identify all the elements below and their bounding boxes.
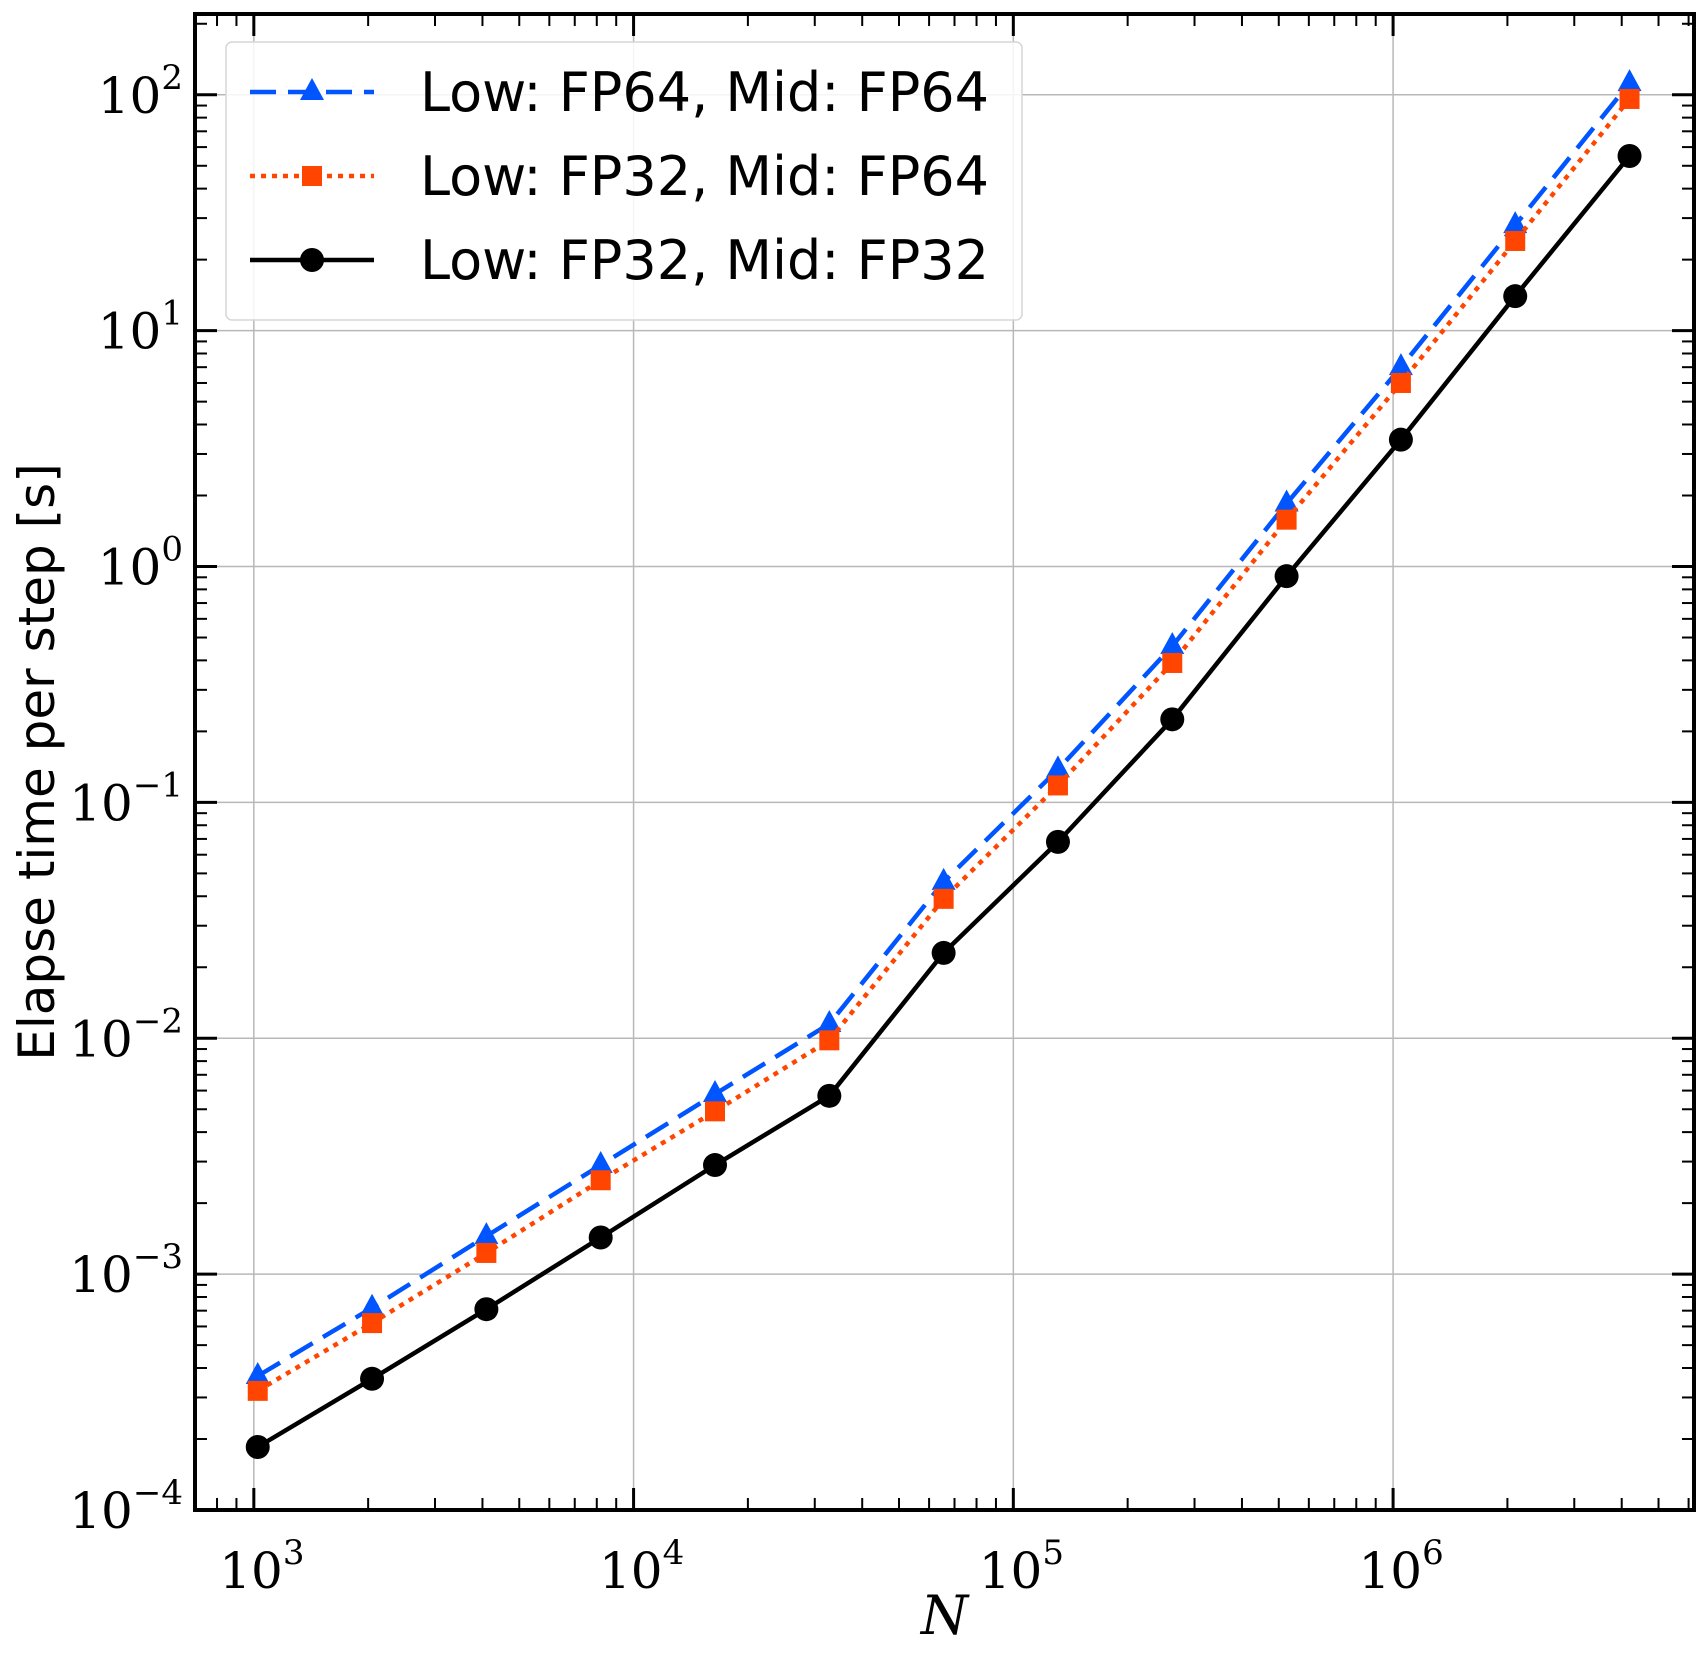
data-point	[1388, 353, 1413, 376]
data-point	[1503, 284, 1528, 309]
data-point	[1274, 564, 1299, 589]
data-point	[245, 1434, 270, 1459]
x-tick-label: 103	[219, 1533, 304, 1600]
data-point	[362, 1313, 383, 1334]
data-point	[703, 1153, 728, 1178]
y-axis-label: Elapse time per step [s]	[8, 463, 66, 1061]
x-tick-label: 106	[1358, 1533, 1443, 1600]
legend: Low: FP64, Mid: FP64 Low: FP32, Mid: FP64…	[225, 41, 1023, 321]
series-3	[245, 144, 1642, 1459]
tick-labels: 103 104 105 106 10−4 10−3 10−2 10−1 100 101 102	[69, 58, 1443, 1600]
data-point	[819, 1030, 840, 1051]
series-1	[245, 69, 1642, 1384]
series-2	[247, 88, 1640, 1401]
y-tick-label: 10−2	[69, 1001, 183, 1068]
y-tick-label: 10−1	[69, 765, 183, 832]
data-point	[933, 888, 954, 909]
x-tick-label: 105	[979, 1533, 1064, 1600]
data-point	[705, 1101, 726, 1122]
data-point	[1276, 509, 1297, 530]
data-point	[1160, 707, 1185, 732]
x-axis-label: N	[919, 1584, 970, 1647]
data-point	[588, 1225, 613, 1250]
data-point	[1160, 632, 1185, 655]
y-tick-label: 10−3	[69, 1237, 183, 1304]
data-point	[245, 1361, 270, 1384]
legend-label: Low: FP32, Mid: FP64	[420, 145, 989, 208]
data-point	[931, 867, 956, 890]
data-point	[588, 1151, 613, 1174]
data-point	[1045, 755, 1070, 778]
legend-label: Low: FP32, Mid: FP32	[420, 229, 989, 292]
y-tick-label: 100	[98, 530, 183, 597]
series-line	[256, 154, 1632, 1449]
data-point	[360, 1293, 385, 1316]
plot-frame	[193, 12, 1696, 1512]
data-point	[247, 1380, 268, 1401]
data-point	[1045, 829, 1070, 854]
y-tick-label: 101	[98, 294, 183, 361]
data-point	[1162, 652, 1183, 673]
data-point	[1390, 372, 1411, 393]
data-point	[590, 1170, 611, 1191]
legend-marker	[300, 248, 324, 272]
data-point	[474, 1222, 499, 1245]
data-point	[1388, 427, 1413, 452]
series-layer	[245, 69, 1642, 1459]
data-point	[1503, 211, 1528, 234]
data-point	[1047, 775, 1068, 796]
legend-label: Low: FP64, Mid: FP64	[420, 61, 989, 124]
data-point	[1617, 69, 1642, 92]
data-point	[474, 1297, 499, 1322]
legend-marker	[300, 78, 324, 100]
data-point	[1617, 144, 1642, 169]
data-point	[1619, 88, 1640, 109]
data-point	[703, 1080, 728, 1103]
legend-box	[225, 41, 1023, 321]
y-tick-label: 102	[98, 58, 183, 125]
y-tick-label: 10−4	[69, 1473, 183, 1540]
data-point	[476, 1242, 497, 1263]
data-point	[817, 1009, 842, 1032]
data-point	[931, 940, 956, 965]
data-point	[1505, 230, 1526, 251]
data-point	[360, 1366, 385, 1391]
x-tick-label: 104	[599, 1533, 684, 1600]
legend-marker	[302, 166, 322, 186]
data-point	[817, 1083, 842, 1108]
data-point	[1274, 489, 1299, 512]
